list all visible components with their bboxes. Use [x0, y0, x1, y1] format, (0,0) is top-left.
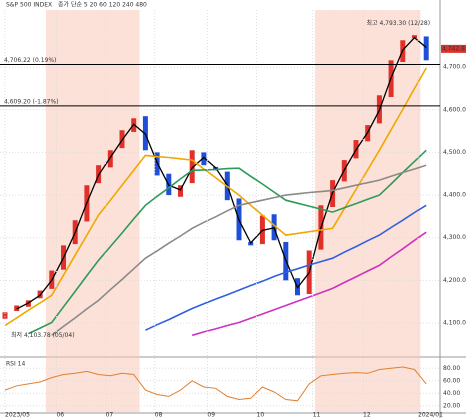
y-tick-label: 4,600.00: [443, 106, 466, 113]
highlight-band: [361, 10, 374, 412]
y-tick-label: 4,500.00: [443, 149, 466, 156]
candle: [2, 312, 8, 319]
rsi-tick-label: 80.00: [443, 365, 460, 372]
rsi-tick-label: 40.00: [443, 390, 460, 397]
ma-line: [191, 231, 427, 337]
highlight-band: [92, 10, 105, 412]
highlight-band: [104, 10, 117, 412]
low-label: 최저 4,103.78 (05/04): [11, 331, 75, 339]
high-label: 최고 4,793.30 (12/28): [367, 19, 431, 27]
highlight-band: [45, 10, 58, 412]
ma-line: [145, 204, 427, 331]
last-price-label: 4,742.83: [442, 45, 466, 52]
x-tick-label: 2023/05: [5, 412, 30, 418]
price-plot: [0, 35, 440, 337]
candle: [107, 150, 113, 168]
highlight-band: [408, 10, 421, 412]
highlight-band: [338, 10, 351, 412]
highlight-band: [127, 10, 140, 412]
highlight-band: [350, 10, 362, 412]
highlight-band: [396, 10, 409, 412]
x-tick-label: 10: [257, 412, 265, 418]
x-tick-label: 2024/01: [418, 412, 443, 418]
ma-legend: 종가 단순 5 20 60 120 240 480: [58, 1, 147, 9]
y-tick-label: 4,200.00: [443, 277, 466, 284]
rsi-caption: RSI 14: [6, 361, 25, 368]
y-tick-label: 4,400.00: [443, 192, 466, 199]
reference-label: 4,609.20 (-1.87%): [4, 98, 59, 105]
x-tick-label: 08: [155, 412, 163, 418]
x-tick-label: 12: [363, 412, 371, 418]
reference-label: 4,706.22 (0.19%): [4, 57, 56, 64]
highlight-band: [385, 10, 397, 412]
ma-line: [4, 67, 427, 327]
candle: [142, 116, 148, 151]
x-tick-label: 09: [207, 412, 215, 418]
ma-line: [51, 164, 427, 336]
highlight-band: [326, 10, 339, 412]
ma-line: [16, 36, 427, 310]
highlight-band: [373, 10, 386, 412]
last-price-tag: [441, 44, 466, 53]
rsi-line: [4, 366, 427, 402]
y-tick-label: 4,100.00: [443, 319, 466, 326]
candle: [423, 36, 429, 61]
y-tick-label: 4,300.00: [443, 234, 466, 241]
x-tick-label: 07: [106, 412, 114, 418]
candle: [201, 152, 207, 166]
rsi-tick-label: 60.00: [443, 377, 460, 384]
candle: [178, 185, 183, 197]
highlight-band: [116, 10, 128, 412]
highlight-band: [57, 10, 70, 412]
y-tick-label: 4,700.00: [443, 64, 466, 71]
candle: [189, 150, 195, 184]
candle: [412, 35, 417, 39]
rsi-tick-label: 20.00: [443, 402, 460, 409]
x-tick-label: 06: [56, 412, 64, 418]
ma-line: [28, 149, 427, 335]
instrument-name: S&P 500 INDEX: [6, 2, 52, 9]
highlight-band: [69, 10, 82, 412]
x-tick-label: 11: [313, 412, 321, 418]
